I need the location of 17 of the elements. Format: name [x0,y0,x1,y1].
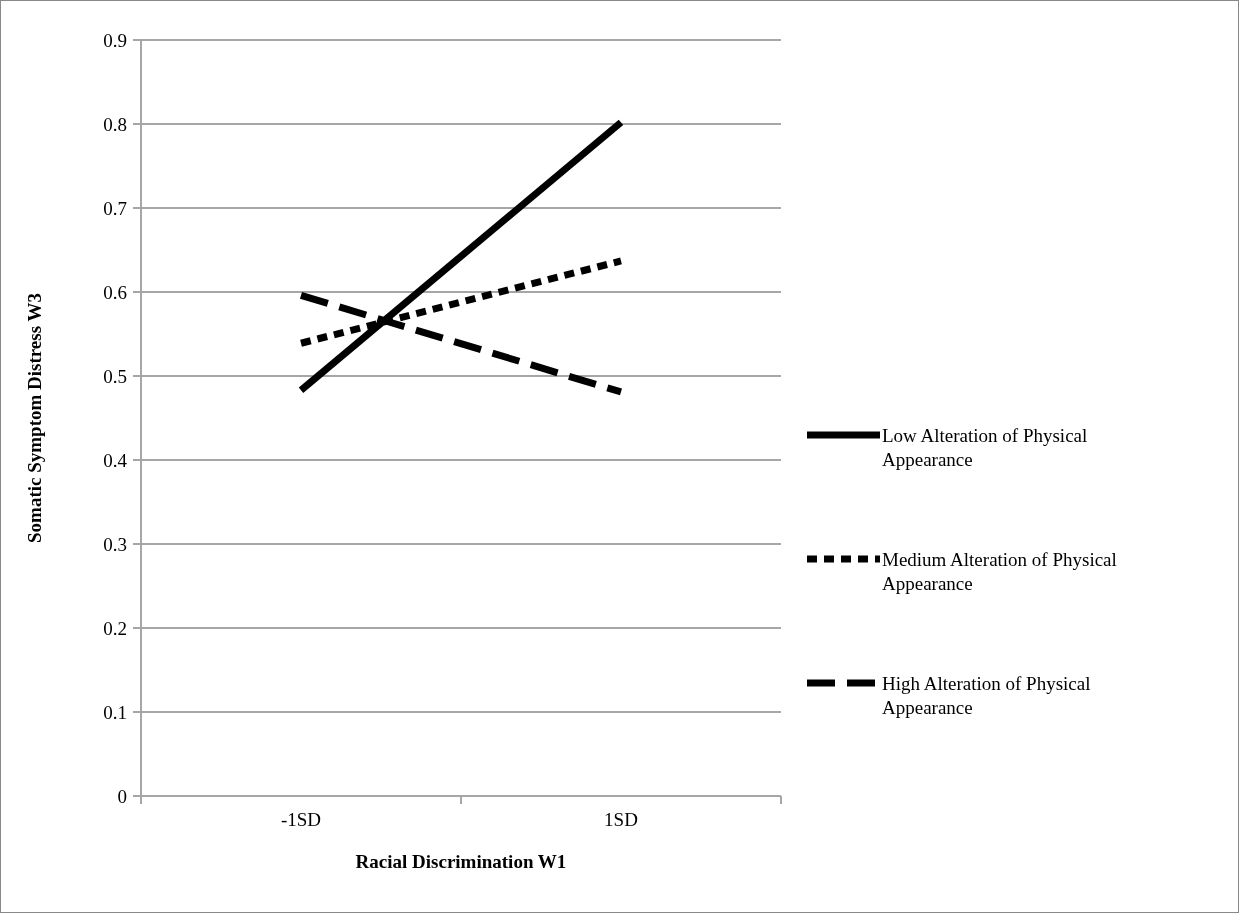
y-axis-title: Somatic Symptom Distress W3 [24,293,45,543]
y-tick-label: 0.5 [103,365,127,387]
x-tick-label: 1SD [604,809,638,830]
x-axis-title: Racial Discrimination W1 [355,851,567,872]
y-tick-label: 0.7 [103,197,127,219]
y-tick-label: 0.4 [103,449,128,471]
y-tick-label: 0.8 [103,113,127,135]
y-tick-label: 0.3 [103,533,127,555]
legend-label: Medium Alteration of Physical Appearance [882,548,1117,595]
y-tick-label: 0 [117,785,127,807]
legend-label: High Alteration of Physical Appearance [882,672,1091,719]
y-tick-label: 0.6 [103,281,127,303]
x-tick-label: -1SD [280,809,322,830]
y-tick-label: 0.2 [103,617,127,639]
legend-label: Low Alteration of Physical Appearance [882,424,1088,471]
y-tick-label: 0.9 [103,29,127,51]
y-tick-label: 0.1 [103,701,127,723]
